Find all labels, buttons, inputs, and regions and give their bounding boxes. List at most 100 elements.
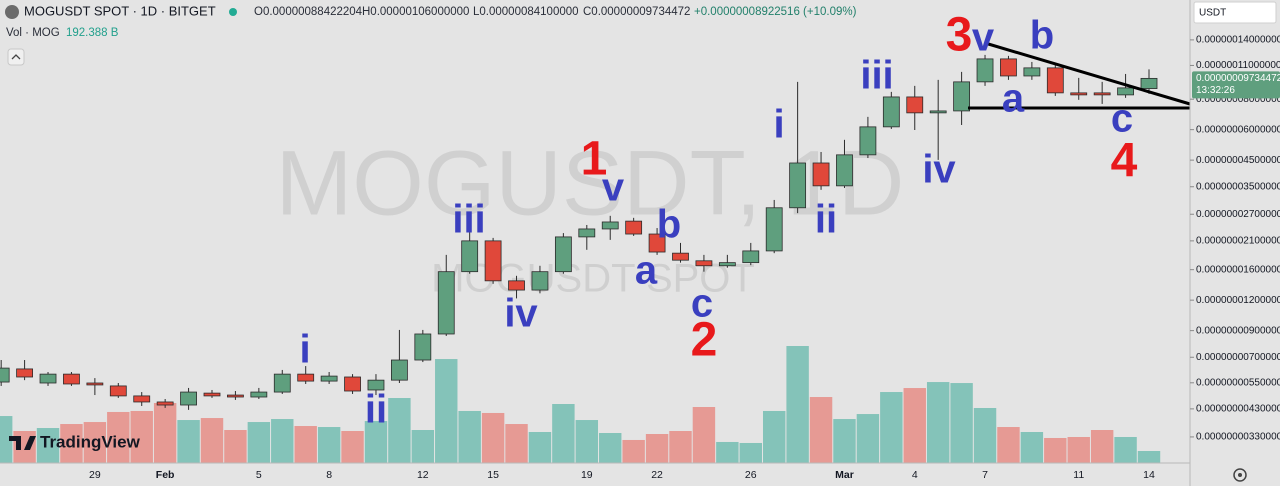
candle-body — [484, 240, 502, 282]
wave-label: a — [635, 249, 658, 293]
candle-body — [437, 271, 455, 335]
volume-bar — [716, 441, 739, 463]
volume-bar — [153, 403, 177, 463]
volume-bar — [1137, 451, 1161, 463]
volume-bar — [645, 433, 669, 463]
volume-bar — [388, 398, 411, 463]
x-tick-label: 15 — [487, 469, 499, 481]
volume-bar — [83, 422, 107, 463]
volume-bar — [458, 410, 481, 463]
logo-mark — [9, 436, 36, 450]
candle-body — [648, 233, 666, 253]
volume-bar — [435, 359, 458, 463]
candle-body — [63, 373, 80, 385]
y-tick-label: 0.00000011000000 — [1196, 60, 1280, 71]
volume-bar — [622, 439, 645, 463]
volume-bar — [1020, 432, 1044, 463]
candle-body — [929, 110, 947, 114]
volume-bar — [0, 416, 13, 463]
volume-bar — [1114, 436, 1137, 463]
volume-bar — [997, 427, 1020, 463]
price-axis: 0.00000014000000 0.00000011000000 0.000000… — [1190, 35, 1280, 443]
candle-body — [344, 376, 361, 392]
volume-bar — [1044, 437, 1067, 463]
volume-bar — [271, 419, 294, 463]
volume-bar — [364, 421, 388, 463]
candle-body — [133, 395, 151, 403]
candle-body — [227, 394, 244, 398]
wave-label: c — [1111, 97, 1133, 141]
x-tick-label: Feb — [156, 469, 175, 481]
candle-body — [508, 280, 525, 291]
y-tick-label: 0.00000000550000 — [1196, 377, 1280, 388]
x-tick-label: 29 — [89, 469, 101, 481]
candle-body — [86, 382, 104, 386]
x-tick-label: 5 — [256, 469, 262, 481]
volume-bar — [341, 431, 364, 463]
collapse-button[interactable] — [7, 48, 25, 66]
x-tick-label: 26 — [745, 469, 757, 481]
symbol[interactable]: MOGUSDT SPOT · 1D · BITGET — [24, 3, 216, 18]
trendline — [984, 41, 1191, 106]
volume-bar — [1090, 430, 1114, 463]
wave-label: iv — [504, 292, 538, 336]
candle-body — [1000, 58, 1017, 77]
wave-number: 4 — [1111, 135, 1138, 188]
wave-label: ii — [365, 388, 387, 432]
candle-body — [273, 373, 291, 393]
volume-bar — [903, 388, 926, 463]
volume-bar — [107, 411, 130, 463]
candle-body — [554, 236, 572, 273]
candle-body — [109, 385, 127, 397]
x-tick-label: 14 — [1143, 469, 1155, 481]
symbol-icon — [5, 5, 19, 19]
wave-label: iii — [860, 54, 893, 98]
y-tick-label: 0.00000000700000 — [1196, 352, 1280, 363]
candle-body — [742, 250, 760, 264]
candle-body — [461, 240, 479, 273]
candle-body — [367, 379, 385, 391]
wave-number: 1 — [581, 133, 608, 186]
volume-bar — [317, 427, 341, 463]
volume-bar — [575, 420, 599, 463]
candle-body — [1070, 92, 1088, 96]
volume-bar — [599, 433, 622, 463]
ohlc-low: L0.00000084100000 — [473, 6, 579, 18]
candle-body — [882, 96, 900, 128]
logo: TradingView — [9, 432, 141, 451]
currency-dropdown[interactable] — [1193, 1, 1277, 24]
candle-body — [250, 391, 268, 398]
wave-number: 3 — [946, 9, 973, 62]
volume-bar — [247, 422, 271, 463]
wave-label: v — [602, 166, 625, 210]
candle-body — [601, 221, 619, 230]
volume-bar — [669, 431, 692, 463]
bar-countdown: 13:32:26 — [1196, 85, 1235, 96]
volume-bar — [200, 418, 224, 463]
y-tick-label: 0.00000001200000 — [1196, 295, 1280, 306]
candle-body — [695, 260, 713, 267]
candle-body — [812, 162, 830, 187]
candle-body — [836, 154, 853, 187]
volume-bar — [833, 419, 856, 463]
volume-bar — [1067, 436, 1090, 463]
candle-body — [859, 126, 877, 156]
volume-bar — [786, 346, 809, 463]
wave-label: ii — [815, 198, 837, 242]
settings-button[interactable] — [1233, 468, 1247, 482]
candle-body — [1046, 67, 1064, 94]
wave-label: v — [972, 16, 995, 60]
volume-bar — [880, 392, 903, 463]
time-axis: 29 Feb 5 8 12 15 19 22 26 Mar 4 7 11 14 — [89, 469, 1155, 481]
candle-body — [718, 262, 736, 267]
wave-label: iv — [922, 148, 956, 192]
x-tick-label: 12 — [417, 469, 429, 481]
volume-bar — [739, 442, 762, 463]
last-price: 0.00000009734472 — [1196, 73, 1280, 84]
wave-label: a — [1002, 77, 1025, 121]
y-tick-label: 0.00000002700000 — [1196, 209, 1280, 220]
y-tick-label: 0.00000004500000 — [1196, 155, 1280, 166]
candle-body — [390, 359, 408, 381]
candle-body — [297, 373, 315, 382]
